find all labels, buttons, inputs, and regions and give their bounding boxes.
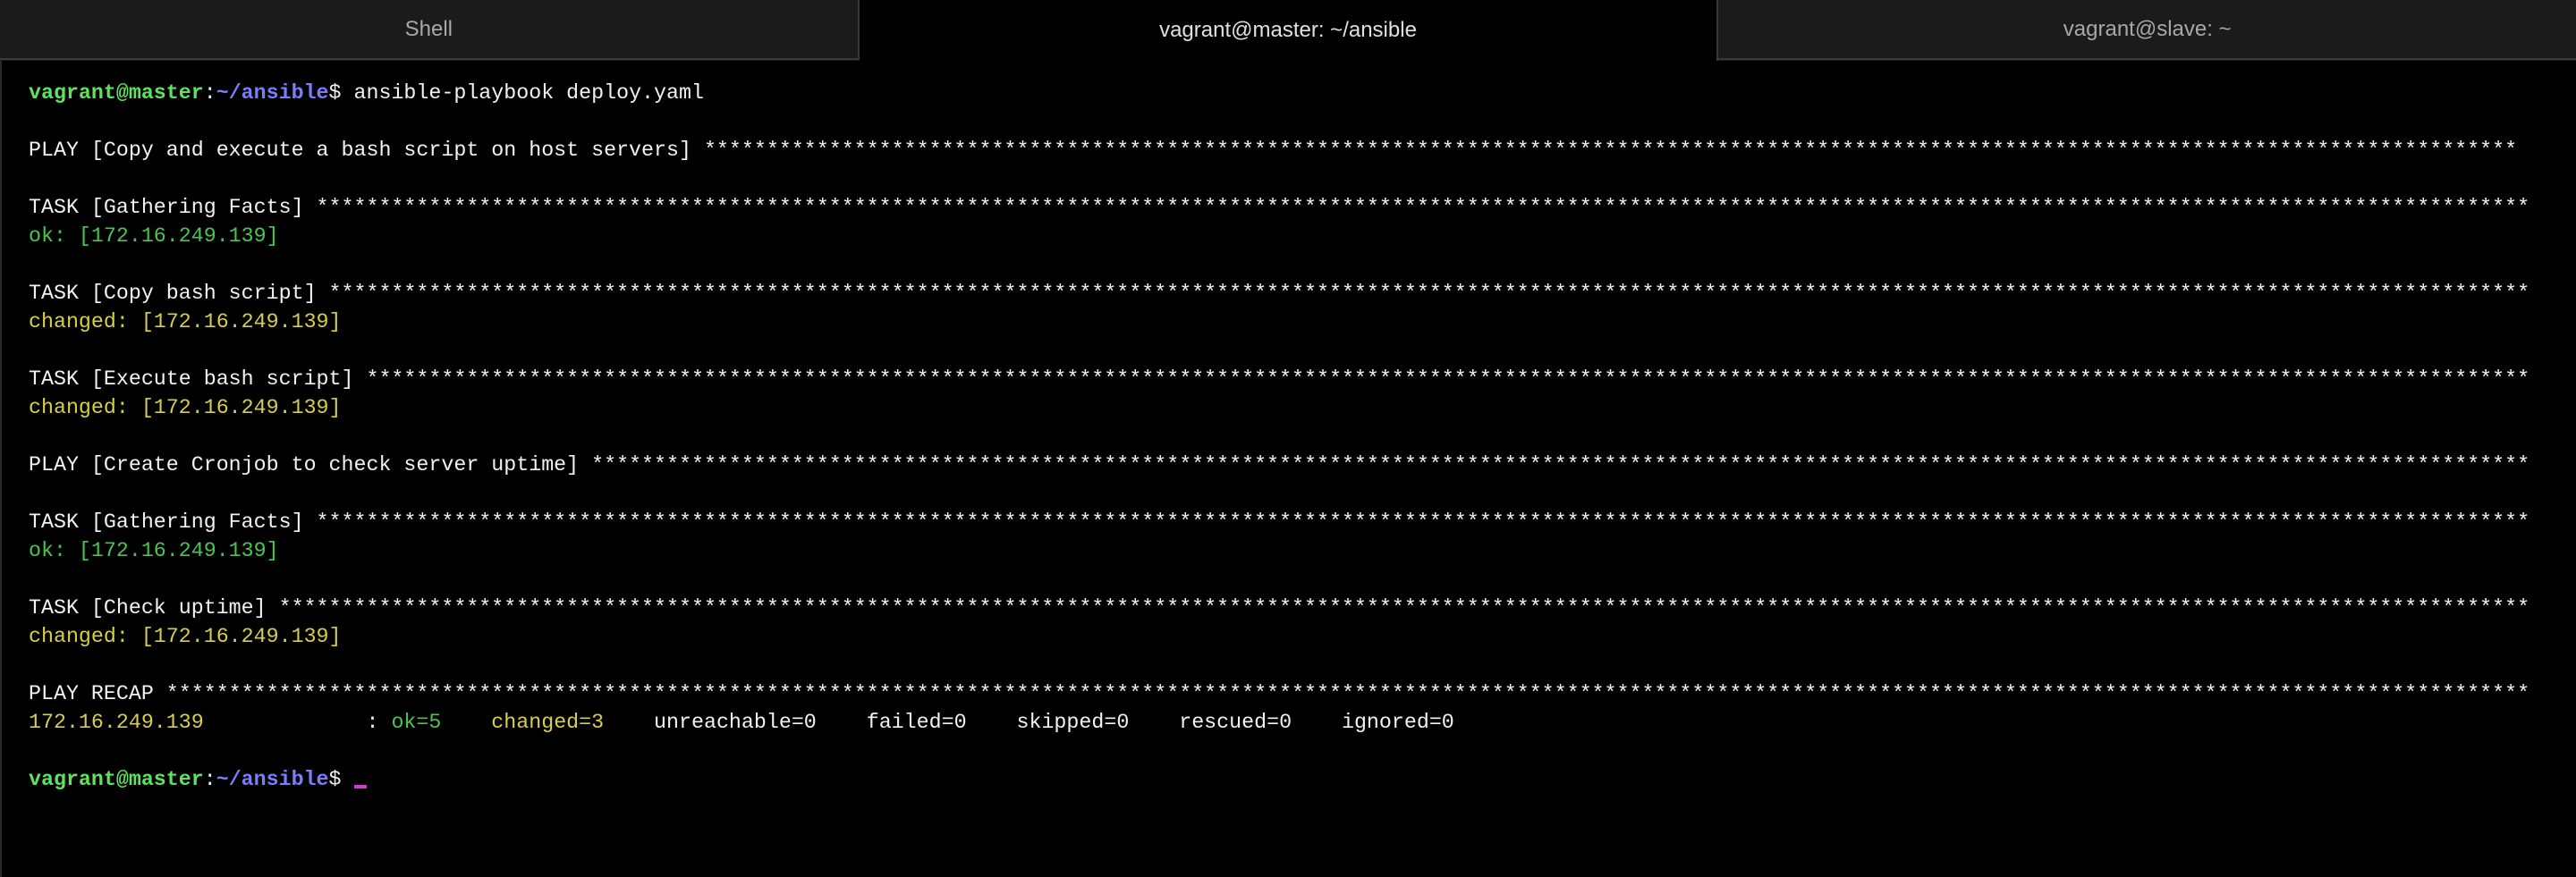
output-text: : xyxy=(203,81,216,105)
terminal-line: changed: [172.16.249.139] xyxy=(29,393,2533,422)
terminal-line: TASK [Copy bash script] ****************… xyxy=(29,279,2533,308)
output-text: PLAY [Copy and execute a bash script on … xyxy=(29,139,2518,162)
terminal-line: changed: [172.16.249.139] xyxy=(29,308,2533,336)
output-text: $ ansible-playbook deploy.yaml xyxy=(328,81,704,105)
output-text: changed: [172.16.249.139] xyxy=(29,396,342,419)
terminal-line: changed: [172.16.249.139] xyxy=(29,622,2533,651)
terminal-line xyxy=(29,565,2533,594)
terminal-line: 172.16.249.139 : ok=5 changed=3 unreacha… xyxy=(29,708,2533,737)
tab[interactable]: Shell xyxy=(0,0,860,60)
terminal: vagrant@master:~/ansible$ ansible-playbo… xyxy=(0,61,2576,877)
output-text: changed: [172.16.249.139] xyxy=(29,310,342,333)
tab[interactable]: vagrant@master: ~/ansible xyxy=(859,0,1719,61)
terminal-line: PLAY [Copy and execute a bash script on … xyxy=(29,136,2533,164)
terminal-line: vagrant@master:~/ansible$ ansible-playbo… xyxy=(29,79,2533,107)
output-text: TASK [Gathering Facts] *****************… xyxy=(29,196,2530,219)
output-text: ok=5 xyxy=(391,711,442,734)
terminal-line xyxy=(29,336,2533,365)
terminal-line xyxy=(29,422,2533,451)
terminal-line: TASK [Gathering Facts] *****************… xyxy=(29,193,2533,222)
terminal-line xyxy=(29,479,2533,508)
output-text: PLAY RECAP *****************************… xyxy=(29,682,2530,705)
output-text: TASK [Gathering Facts] *****************… xyxy=(29,510,2530,534)
output-text: ~/ansible xyxy=(216,768,329,791)
terminal-line: PLAY [Create Cronjob to check server upt… xyxy=(29,451,2533,479)
terminal-line xyxy=(29,737,2533,765)
output-text: : xyxy=(203,711,392,734)
output-text: : xyxy=(203,768,216,791)
output-text: changed=3 xyxy=(491,711,605,734)
output-text: TASK [Copy bash script] ****************… xyxy=(29,282,2530,305)
terminal-line: vagrant@master:~/ansible$ xyxy=(29,765,2533,794)
terminal-line xyxy=(29,107,2533,136)
terminal-line: TASK [Execute bash script] *************… xyxy=(29,365,2533,393)
output-text: $ xyxy=(328,768,354,791)
output-text: ok: [172.16.249.139] xyxy=(29,224,279,248)
output-text xyxy=(441,711,491,734)
output-text: PLAY [Create Cronjob to check server upt… xyxy=(29,453,2530,476)
terminal-line xyxy=(29,651,2533,679)
terminal-line: TASK [Check uptime] ********************… xyxy=(29,594,2533,622)
output-text: vagrant@master xyxy=(29,81,204,105)
terminal-line: TASK [Gathering Facts] *****************… xyxy=(29,508,2533,536)
tab[interactable]: vagrant@slave: ~ xyxy=(1718,0,2576,60)
terminal-line xyxy=(29,164,2533,193)
output-text: TASK [Execute bash script] *************… xyxy=(29,367,2530,391)
output-text: 172.16.249.139 xyxy=(29,711,204,734)
output-text: ~/ansible xyxy=(216,81,329,105)
output-text: changed: [172.16.249.139] xyxy=(29,625,342,648)
output-text: unreachable=0 failed=0 skipped=0 rescued… xyxy=(604,711,1454,734)
terminal-line: PLAY RECAP *****************************… xyxy=(29,679,2533,708)
terminal-line: ok: [172.16.249.139] xyxy=(29,222,2533,250)
output-text: TASK [Check uptime] ********************… xyxy=(29,596,2530,620)
terminal-line: ok: [172.16.249.139] xyxy=(29,536,2533,565)
output-text: ok: [172.16.249.139] xyxy=(29,539,279,562)
cursor xyxy=(353,785,367,788)
terminal-line xyxy=(29,250,2533,279)
output-text: vagrant@master xyxy=(29,768,204,791)
tab-bar: Shell vagrant@master: ~/ansible vagrant@sl… xyxy=(0,0,2576,61)
